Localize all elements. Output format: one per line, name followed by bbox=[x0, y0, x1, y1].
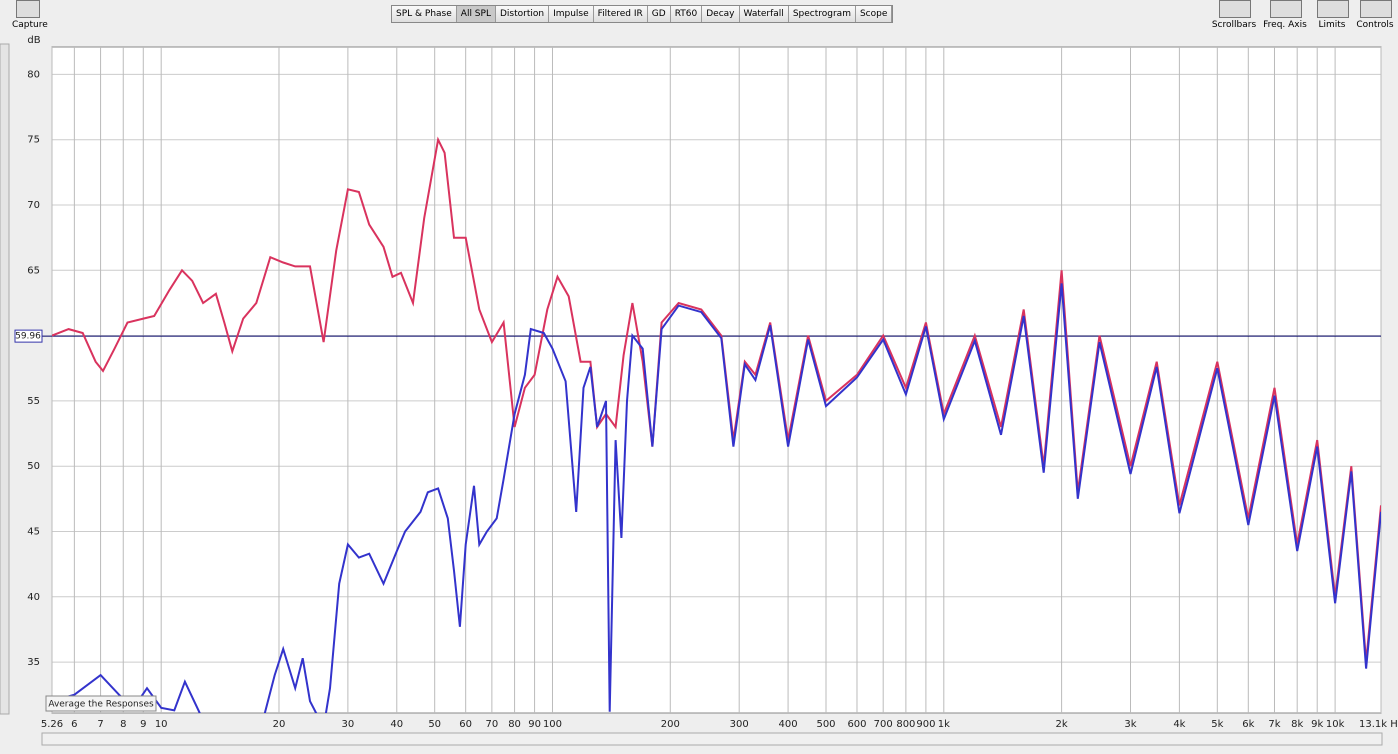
x-tick-label: 5.26 bbox=[41, 719, 63, 730]
tool-label: Controls bbox=[1356, 20, 1394, 30]
tool-label: Freq. Axis bbox=[1263, 20, 1307, 30]
response-line bbox=[52, 283, 1381, 713]
tool-label: Limits bbox=[1318, 20, 1346, 30]
x-tick-label: 100 bbox=[543, 719, 562, 730]
x-tick-label: 60 bbox=[459, 719, 472, 730]
tab-bar: SPL & Phase All SPL Distortion Impulse Filte… bbox=[391, 5, 894, 23]
x-tick-label: 8k bbox=[1291, 719, 1303, 730]
y-tick-label: 40 bbox=[27, 592, 40, 603]
cursor-label: 59.96 bbox=[15, 332, 41, 342]
y-tick-label: 65 bbox=[27, 265, 40, 276]
tab[interactable]: RT60 bbox=[670, 6, 703, 22]
x-tick-label: 13.1k Hz bbox=[1359, 719, 1398, 730]
x-tick-label: 4k bbox=[1173, 719, 1185, 730]
x-tick-label: 200 bbox=[661, 719, 680, 730]
y-tick-label: 35 bbox=[27, 657, 40, 668]
capture-label: Capture bbox=[12, 20, 48, 30]
tool-icon bbox=[1270, 0, 1302, 18]
tab[interactable]: Waterfall bbox=[739, 6, 789, 22]
y-tick-label: 75 bbox=[27, 135, 40, 146]
tool[interactable]: Scrollbars bbox=[1204, 0, 1264, 30]
x-tick-label: 9 bbox=[140, 719, 146, 730]
x-tick-label: 700 bbox=[874, 719, 893, 730]
x-tick-label: 7k bbox=[1268, 719, 1280, 730]
cursor-box bbox=[14, 329, 43, 343]
tool[interactable]: Limits bbox=[1302, 0, 1362, 30]
y-tick-label: 70 bbox=[27, 200, 40, 211]
y-tick-label: 80 bbox=[27, 69, 40, 80]
tab[interactable]: Scope bbox=[855, 6, 893, 22]
x-tick-label: 9k bbox=[1311, 719, 1323, 730]
tool-icon bbox=[1317, 0, 1349, 18]
tab[interactable]: All SPL bbox=[456, 6, 496, 22]
y-tick-label: 45 bbox=[27, 526, 40, 537]
x-tick-label: 400 bbox=[779, 719, 798, 730]
tab[interactable]: SPL & Phase bbox=[392, 6, 457, 22]
tool[interactable]: Freq. Axis bbox=[1255, 0, 1315, 30]
x-tick-label: 800 bbox=[896, 719, 915, 730]
tool-icon bbox=[1360, 0, 1392, 18]
tool-icon bbox=[1219, 0, 1251, 18]
x-tick-label: 10k bbox=[1326, 719, 1345, 730]
horizontal-scrollbar[interactable] bbox=[41, 732, 1383, 746]
x-tick-label: 3k bbox=[1124, 719, 1136, 730]
vertical-scrollbar[interactable] bbox=[0, 43, 10, 715]
tab[interactable]: Spectrogram bbox=[788, 6, 856, 22]
x-tick-label: 300 bbox=[730, 719, 749, 730]
x-tick-label: 500 bbox=[816, 719, 835, 730]
x-tick-label: 7 bbox=[97, 719, 103, 730]
x-tick-label: 900 bbox=[916, 719, 935, 730]
x-tick-label: 10 bbox=[155, 719, 168, 730]
x-tick-label: 20 bbox=[273, 719, 286, 730]
tool-label: Scrollbars bbox=[1211, 20, 1257, 30]
tab[interactable]: Filtered IR bbox=[593, 6, 648, 22]
y-axis-label: dB bbox=[27, 35, 40, 46]
x-tick-label: 6k bbox=[1242, 719, 1254, 730]
capture[interactable]: Capture bbox=[12, 0, 48, 30]
x-tick-label: 6 bbox=[71, 719, 77, 730]
average-button[interactable] bbox=[45, 695, 157, 712]
tab[interactable]: Impulse bbox=[549, 6, 594, 22]
x-tick-label: 600 bbox=[847, 719, 866, 730]
x-tick-label: 2k bbox=[1056, 719, 1068, 730]
capture-icon bbox=[16, 0, 40, 18]
y-tick-label: 55 bbox=[27, 396, 40, 407]
x-tick-label: 70 bbox=[486, 719, 499, 730]
x-tick-label: 40 bbox=[390, 719, 403, 730]
x-tick-label: 1k bbox=[938, 719, 950, 730]
x-tick-label: 5k bbox=[1211, 719, 1223, 730]
tab[interactable]: Distortion bbox=[495, 6, 550, 22]
x-tick-label: 30 bbox=[342, 719, 355, 730]
x-tick-label: 8 bbox=[120, 719, 126, 730]
tab[interactable]: GD bbox=[647, 6, 671, 22]
average-button-label: Average the Responses bbox=[48, 700, 154, 710]
tool[interactable]: Controls bbox=[1345, 0, 1398, 30]
tab[interactable]: Decay bbox=[702, 6, 740, 22]
plot-area bbox=[51, 46, 1382, 714]
x-tick-label: 90 bbox=[528, 719, 541, 730]
x-tick-label: 80 bbox=[508, 719, 521, 730]
x-tick-label: 50 bbox=[428, 719, 441, 730]
y-tick-label: 50 bbox=[27, 461, 40, 472]
